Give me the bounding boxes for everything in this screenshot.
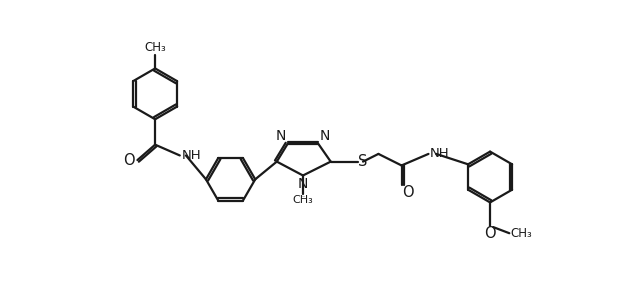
Text: N: N — [320, 129, 331, 143]
Text: NH: NH — [430, 147, 449, 160]
Text: N: N — [276, 129, 286, 143]
Text: O: O — [484, 226, 496, 241]
Text: S: S — [358, 154, 368, 169]
Text: O: O — [123, 153, 135, 168]
Text: CH₃: CH₃ — [144, 41, 166, 54]
Text: O: O — [403, 185, 414, 200]
Text: NH: NH — [181, 149, 201, 162]
Text: CH₃: CH₃ — [293, 195, 313, 205]
Text: CH₃: CH₃ — [511, 227, 532, 240]
Text: N: N — [298, 177, 308, 191]
Text: methyl: methyl — [302, 196, 306, 197]
